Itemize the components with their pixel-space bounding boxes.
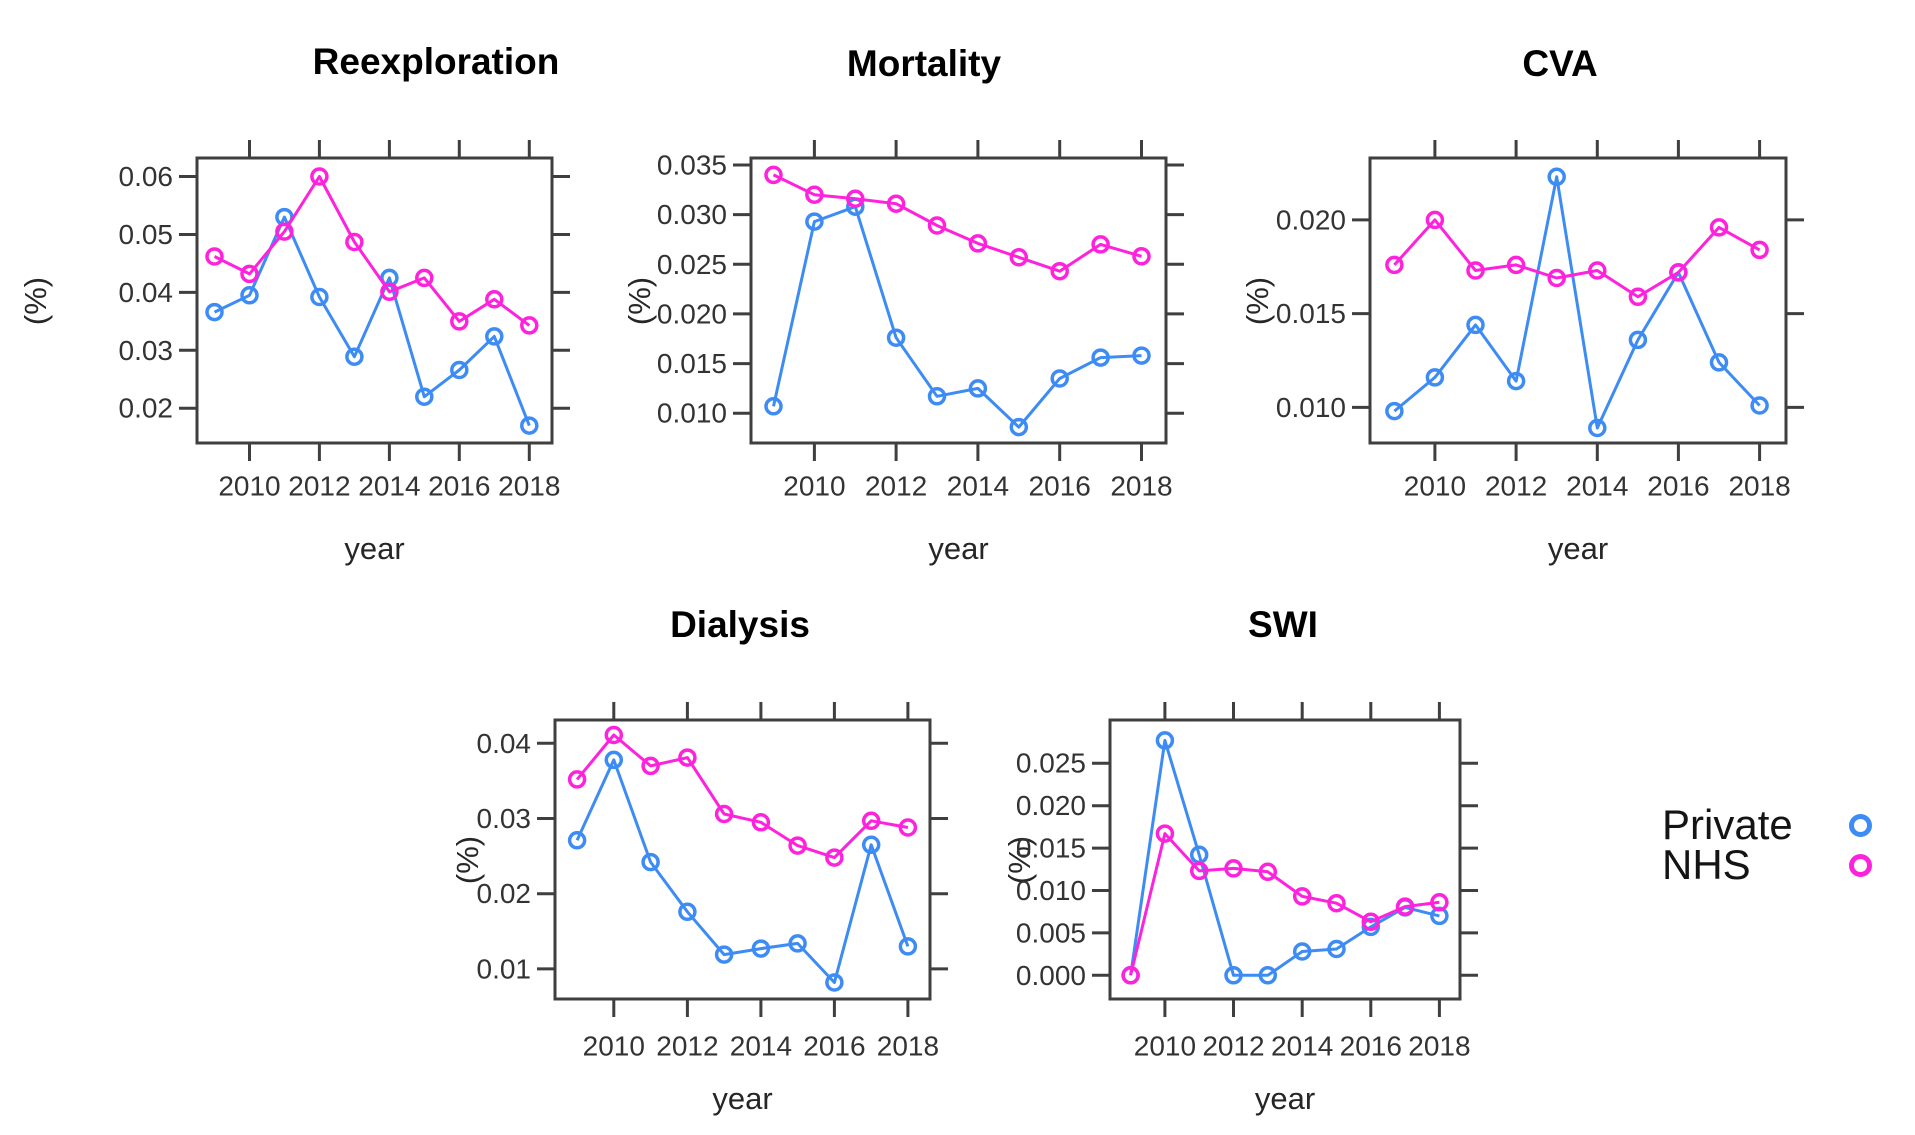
svg-text:2012: 2012	[1202, 1031, 1264, 1062]
legend-label: NHS	[1662, 841, 1751, 888]
chart-title: Reexploration	[312, 41, 560, 82]
svg-text:2016: 2016	[1647, 471, 1709, 502]
svg-text:0.015: 0.015	[1276, 298, 1346, 329]
svg-text:2014: 2014	[947, 471, 1009, 502]
svg-text:2010: 2010	[583, 1031, 645, 1062]
svg-text:0.035: 0.035	[657, 150, 727, 181]
svg-text:2014: 2014	[730, 1031, 792, 1062]
svg-text:2010: 2010	[783, 471, 845, 502]
svg-text:0.030: 0.030	[657, 199, 727, 230]
x-axis-label: year	[1254, 1081, 1316, 1116]
svg-text:0.02: 0.02	[477, 878, 532, 909]
svg-text:0.005: 0.005	[1016, 917, 1086, 948]
svg-text:2018: 2018	[1728, 471, 1790, 502]
svg-text:2018: 2018	[498, 471, 560, 502]
chart-title: Mortality	[846, 43, 1002, 84]
svg-text:2018: 2018	[1408, 1031, 1470, 1062]
svg-text:2010: 2010	[218, 471, 280, 502]
chart-title: Dialysis	[670, 604, 810, 645]
open-circle-icon	[1849, 853, 1872, 877]
x-axis-label: year	[712, 1081, 773, 1116]
svg-text:0.015: 0.015	[1016, 833, 1086, 864]
svg-text:2012: 2012	[656, 1031, 718, 1062]
svg-text:2016: 2016	[428, 471, 490, 502]
svg-text:2012: 2012	[865, 471, 927, 502]
svg-text:0.010: 0.010	[1276, 392, 1346, 423]
svg-text:0.04: 0.04	[477, 728, 532, 759]
svg-text:2016: 2016	[1029, 471, 1091, 502]
chart-title: SWI	[1248, 604, 1318, 645]
svg-text:2016: 2016	[803, 1031, 865, 1062]
svg-text:0.015: 0.015	[657, 348, 727, 379]
svg-text:2012: 2012	[1485, 471, 1547, 502]
svg-text:2016: 2016	[1340, 1031, 1402, 1062]
chart-title: CVA	[1522, 43, 1598, 84]
open-circle-icon	[1849, 813, 1872, 837]
svg-text:0.000: 0.000	[1016, 960, 1086, 991]
svg-text:0.03: 0.03	[477, 803, 532, 834]
svg-text:2018: 2018	[1110, 471, 1172, 502]
svg-text:2014: 2014	[1566, 471, 1628, 502]
svg-text:0.010: 0.010	[657, 398, 727, 429]
svg-text:2010: 2010	[1404, 471, 1466, 502]
svg-text:0.01: 0.01	[477, 953, 532, 984]
legend-item-nhs: NHS	[1662, 841, 1876, 888]
svg-text:0.06: 0.06	[119, 161, 174, 192]
svg-text:0.02: 0.02	[119, 393, 174, 424]
svg-text:2018: 2018	[877, 1031, 939, 1062]
svg-text:0.05: 0.05	[119, 219, 174, 250]
svg-text:0.010: 0.010	[1016, 875, 1086, 906]
x-axis-label: year	[1547, 531, 1609, 566]
svg-text:0.020: 0.020	[657, 298, 727, 329]
legend-item-private: Private	[1662, 801, 1876, 848]
svg-text:2010: 2010	[1134, 1031, 1196, 1062]
svg-text:0.025: 0.025	[1016, 748, 1086, 779]
svg-text:0.04: 0.04	[119, 277, 174, 308]
legend-label: Private	[1662, 801, 1793, 848]
svg-text:0.03: 0.03	[119, 335, 174, 366]
svg-text:0.025: 0.025	[657, 249, 727, 280]
x-axis-label: year	[344, 531, 405, 566]
svg-text:2014: 2014	[358, 471, 420, 502]
svg-text:2014: 2014	[1271, 1031, 1333, 1062]
svg-text:2012: 2012	[288, 471, 350, 502]
svg-text:0.020: 0.020	[1016, 790, 1086, 821]
legend: Private NHS	[1662, 801, 1876, 888]
svg-text:0.020: 0.020	[1276, 204, 1346, 235]
x-axis-label: year	[928, 531, 989, 566]
